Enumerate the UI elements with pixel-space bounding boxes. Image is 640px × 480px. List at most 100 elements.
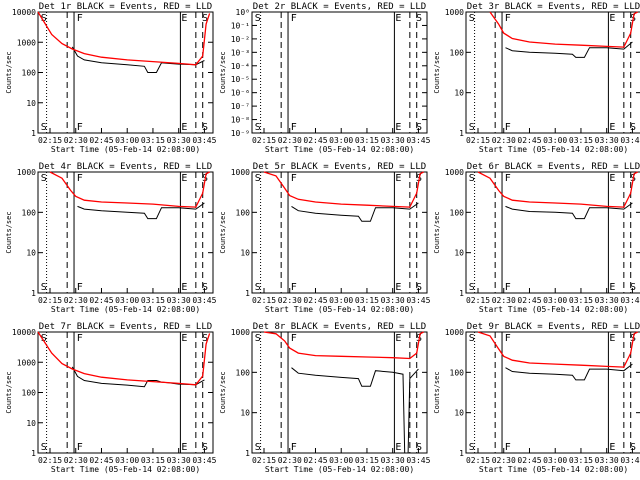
x-tick-label: 02:30: [492, 296, 516, 305]
flag-label: S: [255, 122, 261, 133]
flag-label: S: [469, 282, 475, 293]
flag-label: F: [505, 442, 511, 453]
x-axis-label: Start Time (05-Feb-14 02:08:00): [265, 145, 414, 154]
panel-title: Det 6r BLACK = Events, RED = LLD: [467, 162, 640, 172]
flag-label: F: [505, 13, 511, 24]
x-tick-label: 02:45: [89, 296, 113, 305]
x-tick-label: 03:45: [192, 296, 216, 305]
y-tick-label: 10⁻⁶: [231, 89, 250, 98]
y-axis-label: Counts/sec: [219, 211, 227, 253]
flag-label: E: [395, 122, 401, 133]
flag-label: F: [77, 173, 83, 184]
x-tick-label: 03:00: [543, 296, 567, 305]
flag-label: F: [505, 122, 511, 133]
panel-title: Det 8r BLACK = Events, RED = LLD: [253, 322, 426, 332]
x-tick-label: 03:00: [543, 456, 567, 465]
y-tick-label: 1000: [17, 168, 36, 177]
x-tick-label: 02:15: [466, 136, 490, 145]
y-tick-label: 100: [236, 368, 251, 377]
y-tick-label: 10: [26, 249, 36, 258]
flag-label: E: [395, 13, 401, 24]
y-tick-label: 1: [459, 289, 464, 298]
detector-panel: Det 4r BLACK = Events, RED = LLD 1 10 100 10…: [5, 162, 217, 314]
x-tick-label: 02:30: [64, 296, 88, 305]
y-axis-label: Counts/sec: [433, 51, 441, 93]
y-tick-label: 1: [245, 449, 250, 458]
y-tick-label: 1: [459, 449, 464, 458]
y-tick-label: 10⁰: [236, 8, 250, 17]
flag-label: S: [469, 333, 475, 344]
y-tick-label: 10: [26, 99, 36, 108]
flag-label: E: [609, 282, 615, 293]
flag-label: S: [469, 122, 475, 133]
y-axis-label: Counts/sec: [5, 371, 13, 413]
flag-label: S: [255, 13, 261, 24]
y-tick-label: 1: [31, 449, 36, 458]
panel-title: Det 3r BLACK = Events, RED = LLD: [467, 2, 640, 12]
x-tick-label: 03:15: [355, 456, 379, 465]
series-line: [291, 367, 419, 454]
flag-label: F: [77, 282, 83, 293]
flag-label: S: [255, 282, 261, 293]
flag-label: S: [41, 122, 47, 133]
flag-label: S: [41, 13, 47, 24]
x-tick-label: 02:15: [252, 456, 276, 465]
plot-frame: [251, 331, 428, 454]
flag-label: S: [469, 442, 475, 453]
x-tick-label: 02:15: [466, 296, 490, 305]
x-axis-label: Start Time (05-Feb-14 02:08:00): [51, 305, 200, 314]
x-tick-label: 03:30: [595, 456, 619, 465]
series-line: [477, 171, 638, 208]
x-axis-label: Start Time (05-Feb-14 02:08:00): [479, 465, 628, 474]
y-tick-label: 100: [22, 69, 37, 78]
flag-label: S: [416, 442, 422, 453]
flag-label: E: [181, 442, 187, 453]
flag-label: E: [395, 173, 401, 184]
x-tick-label: 02:15: [38, 136, 62, 145]
x-tick-label: 03:15: [355, 136, 379, 145]
y-tick-label: 100: [450, 368, 465, 377]
series-line: [477, 331, 638, 368]
x-tick-label: 03:00: [115, 136, 139, 145]
x-tick-label: 03:00: [329, 296, 353, 305]
x-axis-label: Start Time (05-Feb-14 02:08:00): [479, 145, 628, 154]
flag-label: E: [181, 173, 187, 184]
y-tick-label: 1000: [445, 8, 464, 17]
y-tick-label: 10000: [12, 8, 36, 17]
panel-title: Det 2r BLACK = Events, RED = LLD: [253, 2, 426, 12]
flag-label: S: [469, 173, 475, 184]
x-axis-label: Start Time (05-Feb-14 02:08:00): [51, 465, 200, 474]
y-tick-label: 10⁻³: [231, 48, 250, 57]
y-tick-label: 100: [236, 208, 251, 217]
flag-label: S: [202, 442, 208, 453]
x-tick-label: 03:30: [381, 136, 405, 145]
flag-label: F: [291, 442, 297, 453]
series-line: [489, 11, 638, 48]
x-axis-label: Start Time (05-Feb-14 02:08:00): [265, 465, 414, 474]
y-tick-label: 10⁻⁸: [231, 116, 250, 125]
x-tick-label: 03:15: [141, 136, 165, 145]
y-tick-label: 100: [22, 389, 37, 398]
series-line: [77, 202, 205, 220]
flag-label: S: [630, 442, 636, 453]
flag-label: S: [255, 173, 261, 184]
y-tick-label: 10: [454, 409, 464, 418]
y-tick-label: 10: [454, 89, 464, 98]
flag-label: S: [416, 282, 422, 293]
x-tick-label: 03:30: [381, 456, 405, 465]
x-tick-label: 03:45: [192, 136, 216, 145]
x-tick-label: 03:45: [620, 136, 640, 145]
panel-title: Det 7r BLACK = Events, RED = LLD: [39, 322, 212, 332]
x-tick-label: 03:30: [595, 296, 619, 305]
x-tick-label: 02:45: [89, 456, 113, 465]
flag-label: S: [469, 13, 475, 24]
x-tick-label: 02:30: [64, 136, 88, 145]
x-tick-label: 03:15: [569, 136, 593, 145]
x-tick-label: 03:30: [595, 136, 619, 145]
series-line: [505, 202, 633, 220]
plot-frame: [465, 171, 640, 294]
flag-label: E: [181, 333, 187, 344]
y-axis-label: Counts/sec: [219, 371, 227, 413]
series-line: [505, 41, 633, 58]
panel-title: Det 1r BLACK = Events, RED = LLD: [39, 2, 212, 12]
